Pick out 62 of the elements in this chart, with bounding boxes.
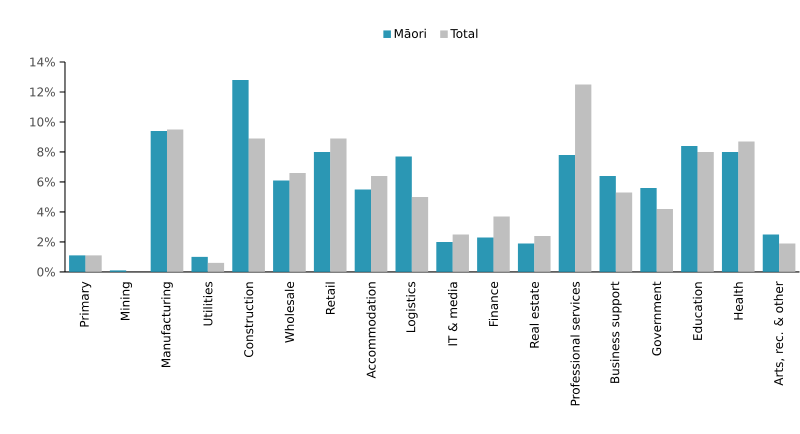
- legend-label: Total: [450, 28, 478, 38]
- bar: [722, 152, 738, 272]
- bar: [518, 243, 534, 272]
- bar: [477, 237, 494, 272]
- bar: [600, 176, 616, 272]
- y-tick-label: 12%: [30, 87, 55, 97]
- bar: [371, 176, 388, 272]
- x-tick-label: IT & media: [448, 282, 458, 346]
- bar: [681, 146, 698, 272]
- bar: [314, 152, 330, 272]
- legend-label: Māori: [394, 28, 426, 38]
- x-tick-label: Mining: [120, 282, 132, 320]
- bar: [208, 262, 224, 272]
- x-tick-label: Education: [692, 282, 702, 340]
- bar: [412, 196, 428, 272]
- bar: [330, 138, 347, 272]
- bar: [85, 255, 102, 272]
- bar: [396, 156, 412, 272]
- x-tick-label: Manufacturing: [161, 282, 173, 368]
- x-tick-label: Accommodation: [366, 282, 376, 378]
- bar: [640, 188, 657, 272]
- bar: [493, 216, 510, 272]
- bar: [150, 131, 167, 272]
- bar: [762, 234, 780, 272]
- bar: [354, 190, 372, 272]
- bar: [779, 243, 796, 272]
- bar: [534, 236, 551, 272]
- bar: [616, 192, 632, 272]
- x-tick-label: Professional services: [570, 282, 580, 406]
- bar: [166, 130, 184, 272]
- x-tick-label: Logistics: [406, 282, 418, 332]
- y-tick-label: 8%: [37, 147, 55, 157]
- y-tick-label: 2%: [37, 237, 55, 247]
- x-tick-label: Business support: [610, 282, 622, 383]
- bar: [738, 142, 755, 272]
- bar: [697, 152, 714, 272]
- x-tick-label: Arts, rec. & other: [774, 281, 784, 386]
- bar: [69, 255, 86, 272]
- x-tick-label: Construction: [244, 282, 254, 358]
- bar: [656, 208, 673, 272]
- bar: [289, 173, 306, 272]
- bar: [273, 180, 290, 272]
- x-tick-label: Retail: [326, 282, 335, 314]
- bar: [436, 242, 453, 272]
- x-tick-label: Wholesale: [284, 282, 294, 343]
- x-tick-label: Health: [734, 282, 743, 320]
- y-tick-label: 14%: [30, 57, 55, 67]
- bar: [575, 84, 592, 272]
- y-tick-label: 10%: [30, 117, 55, 127]
- x-tick-label: Finance: [488, 282, 498, 326]
- y-tick-label: 0%: [37, 267, 55, 277]
- bar: [191, 256, 208, 272]
- bar: [452, 234, 469, 272]
- x-tick-label: Primary: [80, 282, 92, 327]
- x-tick-label: Utilities: [203, 282, 212, 326]
- x-tick-label: Government: [652, 282, 662, 356]
- y-tick-label: 6%: [37, 177, 55, 187]
- x-tick-label: Real estate: [530, 282, 539, 348]
- bar: [248, 138, 265, 272]
- y-tick-label: 4%: [37, 207, 55, 217]
- bar: [232, 80, 249, 272]
- bar: [558, 155, 576, 272]
